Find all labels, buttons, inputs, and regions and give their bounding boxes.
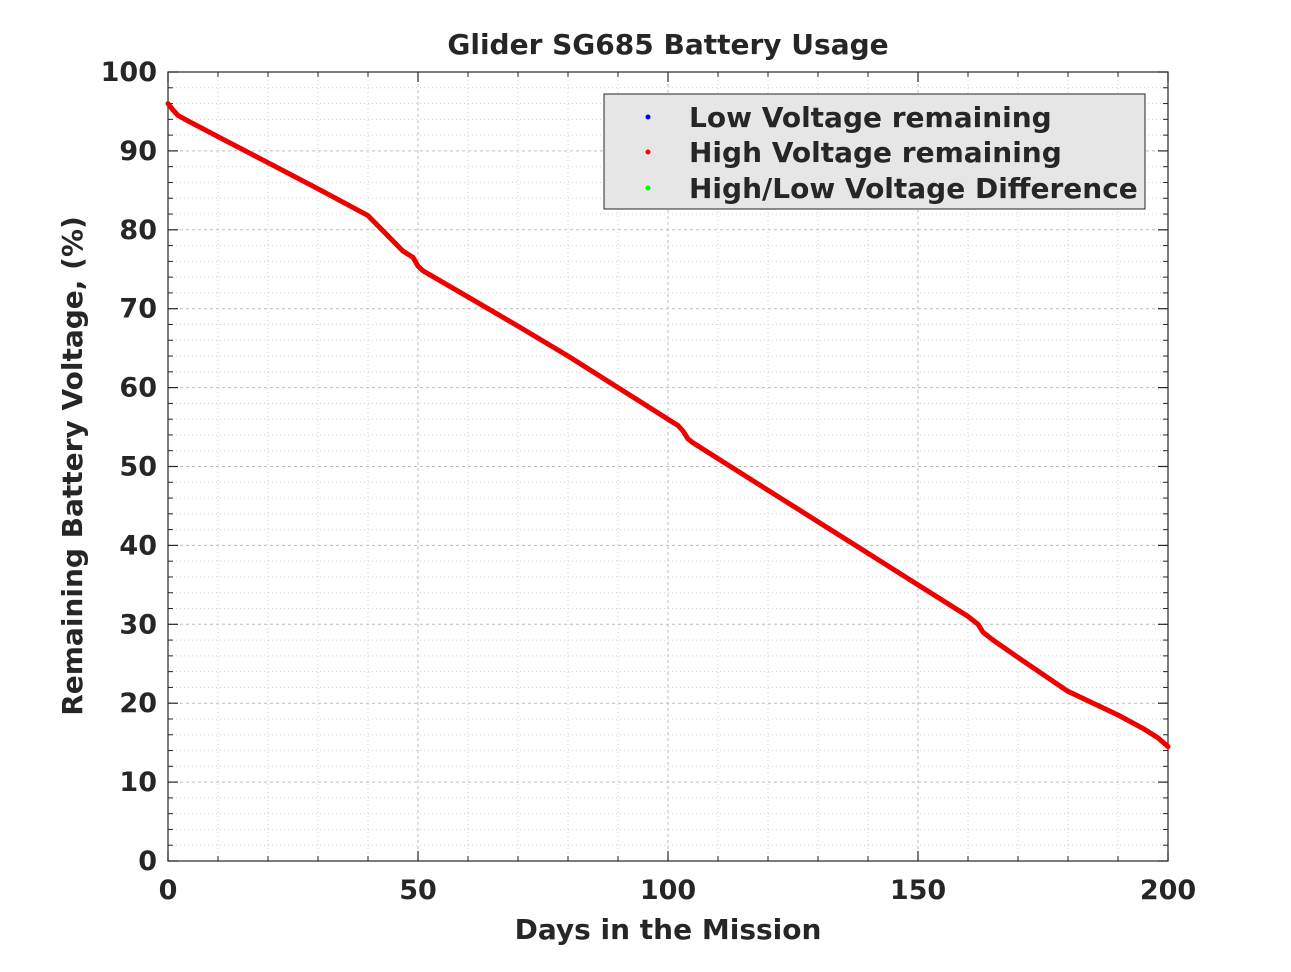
y-tick-label: 50 xyxy=(119,452,157,483)
chart-title: Glider SG685 Battery Usage xyxy=(447,28,888,61)
legend-marker-voltage-difference xyxy=(645,185,651,191)
x-axis-label: Days in the Mission xyxy=(515,913,822,946)
series-line-high-voltage xyxy=(165,101,1171,750)
y-tick-label: 60 xyxy=(119,373,157,404)
y-axis-label: Remaining Battery Voltage, (%) xyxy=(56,216,89,716)
y-tick-label: 90 xyxy=(119,136,157,167)
y-tick-label: 40 xyxy=(119,530,157,561)
x-tick-label: 0 xyxy=(159,875,178,906)
legend-marker-low-voltage xyxy=(645,114,651,120)
x-tick-label: 100 xyxy=(640,875,696,906)
axes: 0 50 100 150 200 0 10 20 30 40 50 60 70 80 90 100 xyxy=(101,57,1197,906)
y-tick-label: 100 xyxy=(101,57,157,88)
legend-label-high-voltage: High Voltage remaining xyxy=(689,136,1062,169)
x-tick-label: 150 xyxy=(890,875,946,906)
y-tick-label: 70 xyxy=(119,294,157,325)
x-tick-label: 200 xyxy=(1140,875,1196,906)
legend: Low Voltage remaining High Voltage remai… xyxy=(603,93,1146,210)
y-tick-label: 30 xyxy=(119,609,157,640)
y-tick-label: 20 xyxy=(119,688,157,719)
y-tick-label: 10 xyxy=(119,767,157,798)
legend-label-voltage-difference: High/Low Voltage Difference xyxy=(689,172,1138,205)
series-layer xyxy=(165,101,1171,750)
legend-label-low-voltage: Low Voltage remaining xyxy=(689,101,1052,134)
y-tick-label: 80 xyxy=(119,215,157,246)
legend-marker-high-voltage xyxy=(645,149,651,155)
y-tick-label: 0 xyxy=(138,846,157,877)
legend-box xyxy=(603,93,1146,210)
x-tick-label: 50 xyxy=(399,875,437,906)
